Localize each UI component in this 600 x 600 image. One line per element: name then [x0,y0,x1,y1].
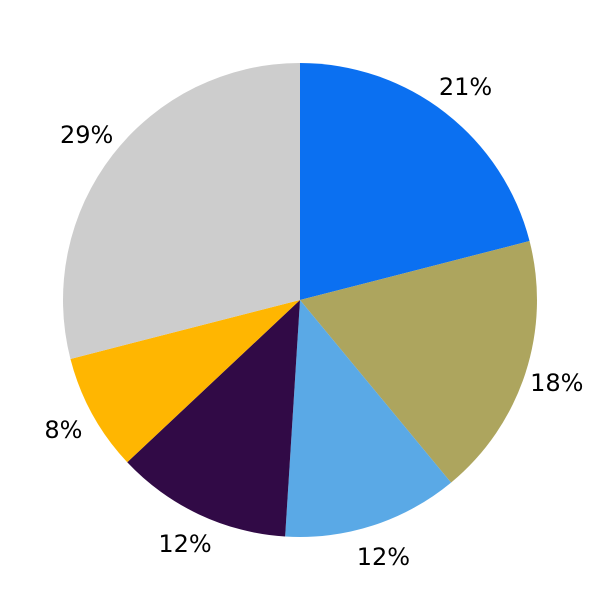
slice-percentage-label: 21% [438,72,493,101]
pie-slice [300,241,537,483]
pie-slice [285,300,452,537]
slice-percentage-label: 12% [158,530,212,559]
pie-slice [300,63,530,300]
slice-percentage-label: 8% [44,416,83,445]
pie-slice [127,300,300,537]
slice-percentage-label: 18% [530,369,584,398]
slice-percentage-label: 12% [356,542,411,571]
pie-slice [70,300,300,463]
slice-percentage-label: 29% [60,120,114,149]
pie-slice [63,63,300,359]
